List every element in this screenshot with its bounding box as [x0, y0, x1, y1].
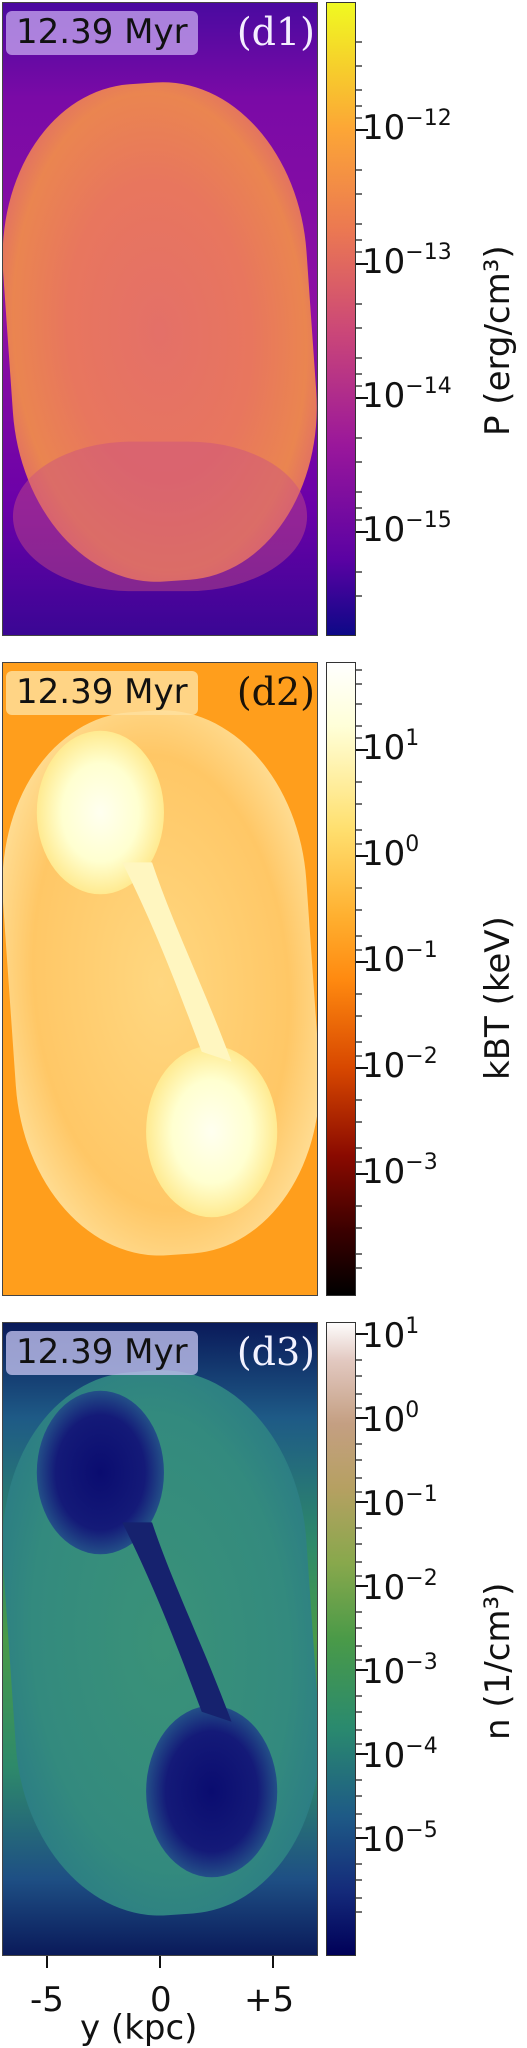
- time-label-d2: 12.39 Myr: [6, 671, 198, 715]
- x-tick-neg5: -5: [30, 1980, 64, 2020]
- cbar-d3-tick-7: 10−5: [362, 1818, 438, 1860]
- cbar-d3-tick-4: 10−2: [362, 1566, 438, 1608]
- temperature-map: [3, 663, 317, 1295]
- panel-d3-density: 12.39 Myr (d3): [2, 1322, 318, 1956]
- time-label-d3: 12.39 Myr: [6, 1331, 198, 1375]
- cbar-d2-tick-5: 10−3: [362, 1150, 438, 1192]
- cbar-d1-tick-1: 10−12: [362, 106, 452, 148]
- time-label-d1: 12.39 Myr: [6, 11, 198, 55]
- colorbar-ticks-d1: [356, 2, 376, 636]
- cbar-d3-tick-3: 10−1: [362, 1482, 438, 1524]
- panel-tag-d3: (d3): [236, 1330, 315, 1374]
- panel-d1-pressure: 12.39 Myr (d1): [2, 2, 318, 636]
- cbar-d3-tick-5: 10−3: [362, 1650, 438, 1692]
- colorbar-pressure: [326, 2, 356, 636]
- colorbar-temperature: [326, 662, 356, 1296]
- x-tick-0: 0: [150, 1980, 172, 2020]
- colorbar-ticks-d3: [356, 1322, 376, 1956]
- colorbar-ticks-d2: [356, 662, 376, 1296]
- cbar-d3-tick-1: 101: [362, 1314, 420, 1356]
- panel-tag-d1: (d1): [236, 10, 315, 54]
- colorbar-label-d2: kBT (keV): [478, 916, 518, 1080]
- colorbar-label-d3: n (1/cm³): [478, 1582, 518, 1740]
- colorbar-label-d1: P (erg/cm³): [478, 245, 518, 436]
- colorbar-density: [326, 1322, 356, 1956]
- cbar-d2-tick-3: 10−1: [362, 938, 438, 980]
- x-axis-label: y (kpc): [80, 2008, 198, 2048]
- cbar-d2-tick-2: 100: [362, 832, 420, 874]
- panel-d2-temperature: 12.39 Myr (d2): [2, 662, 318, 1296]
- cbar-d3-tick-6: 10−4: [362, 1734, 438, 1776]
- x-tick-pos5: +5: [244, 1980, 295, 2020]
- pressure-map: [3, 3, 317, 635]
- x-axis-ticks: [46, 1956, 274, 1968]
- density-map: [3, 1323, 317, 1955]
- panel-tag-d2: (d2): [236, 670, 315, 714]
- cbar-d1-tick-3: 10−14: [362, 374, 452, 416]
- cbar-d2-tick-1: 101: [362, 726, 420, 768]
- cbar-d2-tick-4: 10−2: [362, 1044, 438, 1086]
- cbar-d1-tick-4: 10−15: [362, 508, 452, 550]
- cbar-d3-tick-2: 100: [362, 1398, 420, 1440]
- cbar-d1-tick-2: 10−13: [362, 240, 452, 282]
